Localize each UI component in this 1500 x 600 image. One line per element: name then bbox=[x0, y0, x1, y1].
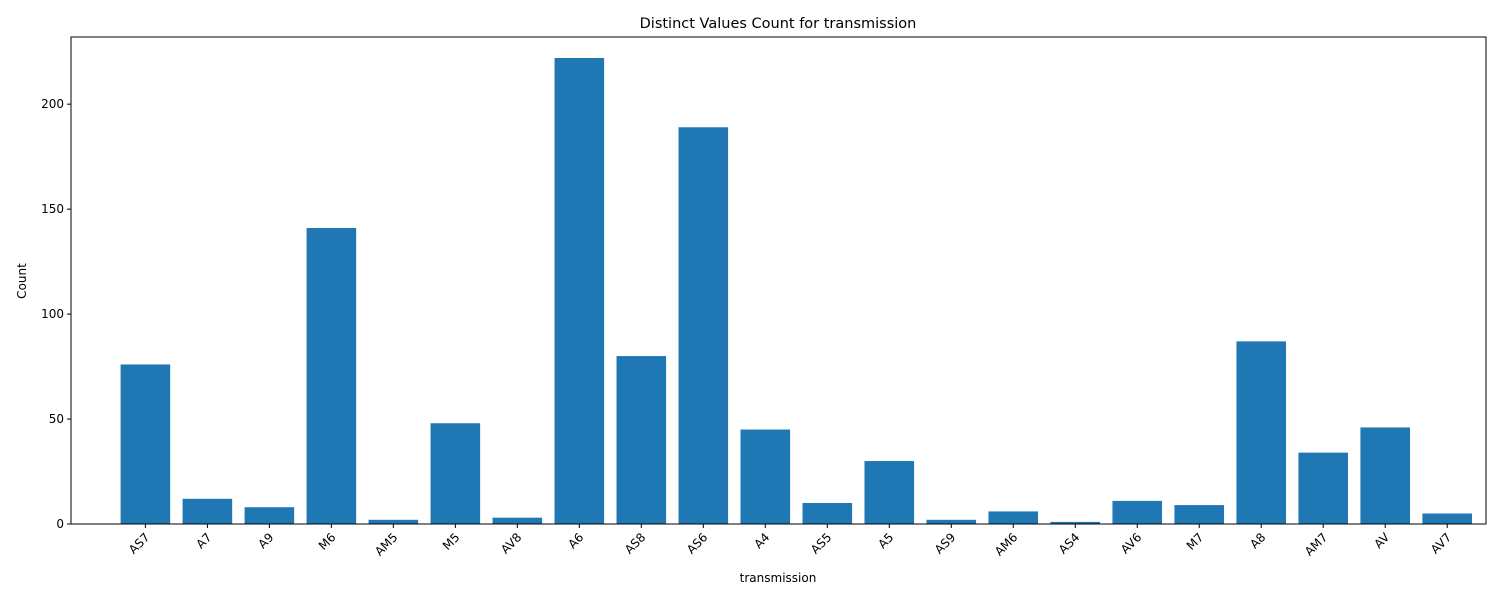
x-tick-label: AM5 bbox=[372, 530, 400, 558]
x-tick-label: A8 bbox=[1247, 530, 1268, 551]
bar-av7 bbox=[1422, 513, 1472, 524]
plot-frame bbox=[70, 36, 1487, 525]
bar-a5 bbox=[864, 461, 915, 524]
bar-a6 bbox=[554, 57, 605, 524]
bar-av6 bbox=[1112, 500, 1163, 524]
x-tick-label: M5 bbox=[440, 530, 463, 553]
bar-am5 bbox=[368, 519, 419, 524]
x-tick-label: A9 bbox=[255, 530, 276, 551]
bar-am6 bbox=[988, 511, 1039, 524]
x-tick-label: AV7 bbox=[1428, 530, 1454, 556]
x-tick-label: A7 bbox=[193, 530, 214, 551]
y-tick-label: 0 bbox=[56, 517, 64, 531]
y-tick-label: 50 bbox=[49, 412, 64, 426]
x-tick-label: AM7 bbox=[1302, 530, 1330, 558]
y-axis: 0 50 100 150 200 bbox=[41, 97, 71, 531]
bar-as4 bbox=[1050, 521, 1101, 524]
x-tick-label: AV8 bbox=[498, 530, 524, 556]
x-tick-label: AV6 bbox=[1118, 530, 1144, 556]
bars-group bbox=[120, 57, 1472, 524]
bar-as5 bbox=[802, 503, 853, 524]
bar-as9 bbox=[926, 519, 977, 524]
bar-a7 bbox=[182, 498, 233, 524]
bar-as8 bbox=[616, 356, 667, 524]
x-tick-label: AV bbox=[1371, 530, 1393, 552]
y-tick-label: 100 bbox=[41, 307, 64, 321]
y-axis-title: Count bbox=[15, 263, 29, 299]
x-tick-label: A5 bbox=[875, 530, 896, 551]
x-tick-label: AS9 bbox=[932, 530, 958, 556]
bar-as6 bbox=[678, 127, 729, 524]
x-tick-label: AS8 bbox=[622, 530, 648, 556]
bar-av bbox=[1360, 427, 1411, 524]
bar-as7 bbox=[120, 364, 171, 524]
bar-a9 bbox=[244, 507, 295, 524]
bar-am7 bbox=[1298, 452, 1349, 524]
x-tick-label: AS7 bbox=[126, 530, 152, 556]
x-tick-label: AS6 bbox=[684, 530, 710, 556]
x-tick-label: M6 bbox=[316, 530, 339, 553]
x-axis-title: transmission bbox=[740, 571, 817, 585]
y-tick-label: 150 bbox=[41, 202, 64, 216]
chart-title: Distinct Values Count for transmission bbox=[640, 16, 917, 32]
y-tick-label: 200 bbox=[41, 97, 64, 111]
x-axis: AS7 A7 A9 M6 AM5 M5 AV8 A6 AS8 AS6 A4 AS5 A5 AS9 AM6 AS… bbox=[126, 524, 1454, 559]
bar-a8 bbox=[1236, 341, 1287, 524]
bar-m7 bbox=[1174, 505, 1225, 524]
x-tick-label: AM6 bbox=[992, 530, 1020, 558]
bar-av8 bbox=[492, 517, 543, 524]
x-tick-label: M7 bbox=[1184, 530, 1207, 553]
bar-m5 bbox=[430, 423, 481, 524]
bar-a4 bbox=[740, 429, 791, 524]
x-tick-label: AS4 bbox=[1056, 530, 1082, 556]
x-tick-label: A6 bbox=[565, 530, 586, 551]
x-tick-label: A4 bbox=[751, 530, 772, 551]
bar-m6 bbox=[306, 228, 357, 524]
x-tick-label: AS5 bbox=[808, 530, 834, 556]
